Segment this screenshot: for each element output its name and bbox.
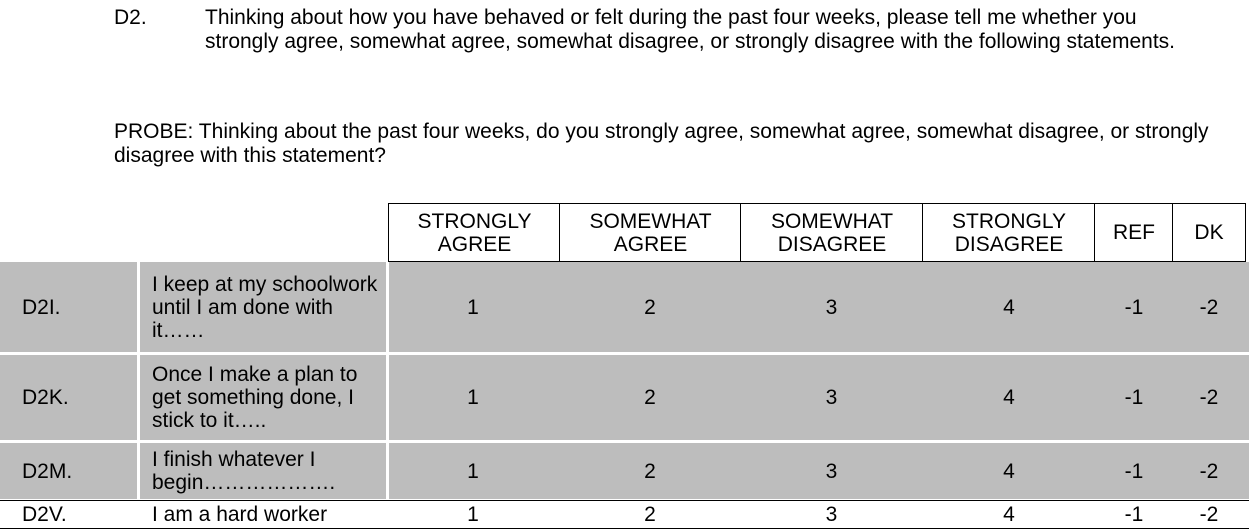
value-strongly-disagree: 4 <box>1003 386 1015 409</box>
value-somewhat-agree: 2 <box>644 295 656 319</box>
header-strongly-disagree: STRONGLY DISAGREE <box>922 203 1096 262</box>
value-dk: -2 <box>1199 295 1219 319</box>
value-strongly-disagree: 4 <box>1003 295 1015 319</box>
row-statement: I finish whatever I begin………………. <box>152 448 336 494</box>
value-ref: -1 <box>1124 503 1144 526</box>
table-row: D2I. I keep at my schoolwork until I am … <box>0 262 1249 352</box>
row-code: D2K. <box>22 386 69 409</box>
header-somewhat-disagree: SOMEWHAT DISAGREE <box>740 203 924 262</box>
value-ref: -1 <box>1124 459 1144 483</box>
probe-text: PROBE: Thinking about the past four week… <box>114 120 1209 167</box>
value-strongly-disagree: 4 <box>1003 503 1015 526</box>
value-dk: -2 <box>1199 386 1219 409</box>
table-row: D2M. I finish whatever I begin………………. 1 … <box>0 443 1249 499</box>
row-code: D2I. <box>22 295 61 319</box>
row-statement: I am a hard worker <box>152 503 328 526</box>
value-dk: -2 <box>1199 503 1219 526</box>
value-strongly-agree: 1 <box>467 295 479 319</box>
value-somewhat-disagree: 3 <box>825 459 838 483</box>
header-strongly-agree: STRONGLY AGREE <box>388 203 561 262</box>
value-somewhat-disagree: 3 <box>825 295 838 319</box>
value-strongly-disagree: 4 <box>1003 459 1015 483</box>
value-strongly-agree: 1 <box>467 503 479 526</box>
row-statement: Once I make a plan to get something done… <box>152 363 358 432</box>
row-statement: I keep at my schoolwork until I am done … <box>152 272 378 342</box>
value-dk: -2 <box>1199 459 1219 483</box>
value-somewhat-agree: 2 <box>644 386 656 409</box>
header-somewhat-agree: SOMEWHAT AGREE <box>559 203 742 262</box>
value-somewhat-agree: 2 <box>644 503 656 526</box>
header-dk: DK <box>1172 203 1246 262</box>
header-ref: REF <box>1094 203 1174 262</box>
table-row: D2K. Once I make a plan to get something… <box>0 355 1249 440</box>
value-somewhat-agree: 2 <box>644 459 656 483</box>
value-ref: -1 <box>1124 386 1144 409</box>
question-number: D2. <box>114 6 147 29</box>
value-ref: -1 <box>1124 295 1144 319</box>
table-row: D2V. I am a hard worker 1 2 3 4 -1 -2 <box>0 500 1249 529</box>
value-strongly-agree: 1 <box>467 386 479 409</box>
value-strongly-agree: 1 <box>467 459 479 483</box>
row-code: D2V. <box>22 503 67 526</box>
value-somewhat-disagree: 3 <box>825 503 838 526</box>
question-text: Thinking about how you have behaved or f… <box>205 6 1175 53</box>
row-code: D2M. <box>22 459 73 483</box>
value-somewhat-disagree: 3 <box>825 386 838 409</box>
